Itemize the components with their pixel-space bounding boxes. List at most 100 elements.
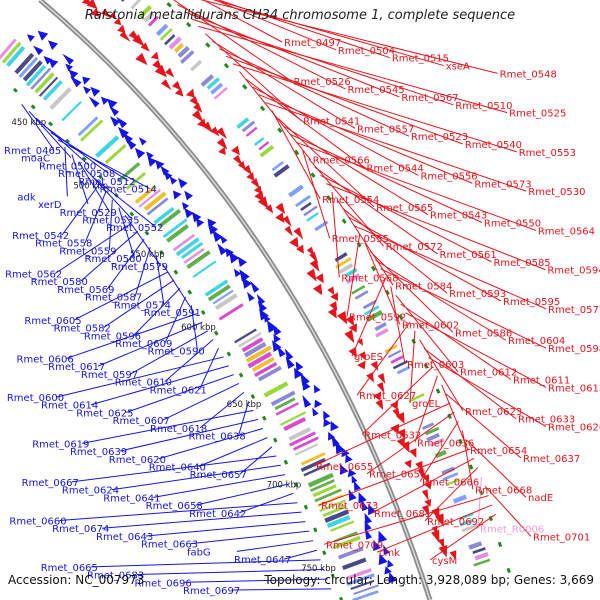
gene-label: Rmet_0701	[533, 532, 590, 543]
leader-line	[21, 104, 55, 151]
leader-line	[283, 549, 318, 560]
reverse-gene-arrow	[138, 137, 147, 146]
leader-line	[74, 271, 169, 321]
feature-stripe	[253, 137, 265, 146]
reverse-gene-arrow	[62, 53, 74, 65]
forward-gene-arrow	[395, 412, 405, 424]
gene-label: Rmet_0681	[374, 509, 431, 520]
feature-stripe	[22, 60, 43, 82]
leader-line	[199, 391, 245, 429]
forward-gene-arrow	[312, 283, 323, 296]
gene-label: Rmet_0594	[547, 266, 600, 277]
feature-stripe	[147, 15, 159, 27]
forward-gene-arrow	[449, 550, 457, 561]
reverse-gene-arrow	[364, 512, 373, 525]
scale-tick	[273, 437, 278, 443]
leader-line	[376, 504, 493, 553]
gene-label: Rmet_0557	[357, 124, 414, 135]
feature-stripe	[293, 436, 319, 451]
scale-tick	[205, 42, 211, 48]
feature-stripe	[392, 359, 409, 370]
leader-line	[390, 286, 406, 364]
forward-gene-arrow	[86, 0, 98, 10]
reverse-gene-arrow	[47, 40, 59, 51]
forward-gene-arrow	[390, 400, 399, 410]
gene-label: Rmet_0637	[523, 454, 580, 465]
scale-tick	[30, 104, 36, 110]
feature-stripe	[1, 41, 22, 64]
scale-tick	[223, 63, 230, 69]
forward-gene-arrow	[216, 127, 227, 139]
leader-line	[238, 401, 250, 436]
feature-stripe	[130, 0, 142, 10]
gene-label: Rmet_0525	[509, 109, 566, 120]
feature-stripe	[251, 356, 275, 372]
gene-label: Rmet_0512	[78, 177, 135, 188]
feature-stripe	[353, 584, 379, 595]
gene-label: Rmet_0709	[326, 540, 383, 551]
scale-tick	[65, 138, 71, 144]
forward-gene-arrow	[296, 244, 304, 254]
gene-label: Rmet_0510	[455, 101, 512, 112]
feature-stripe	[314, 488, 342, 503]
reverse-gene-arrow	[178, 177, 188, 189]
gene-label: Rmet_0606	[17, 354, 74, 365]
reverse-gene-arrow	[388, 572, 397, 584]
gene-label: Rmet_0683	[87, 571, 144, 582]
gene-label: Rmet_0667	[22, 478, 79, 489]
reverse-gene-arrow	[212, 229, 223, 243]
reverse-gene-arrow	[314, 399, 323, 409]
feature-stripe	[204, 279, 229, 297]
gene-label: Rmet_0612	[460, 368, 517, 379]
scale-tick	[98, 174, 103, 180]
gene-label: adk	[17, 192, 35, 203]
feature-stripe	[259, 144, 275, 158]
gene-label: Rmet_0673	[321, 501, 378, 512]
forward-gene-arrow	[257, 196, 269, 209]
reverse-gene-arrow	[266, 320, 278, 333]
reverse-gene-arrow	[323, 418, 332, 428]
reverse-gene-arrow	[364, 520, 372, 532]
feature-stripe	[183, 247, 205, 264]
leader-line	[126, 374, 235, 413]
leader-line	[66, 313, 197, 359]
reverse-gene-arrow	[276, 345, 286, 358]
forward-gene-arrow	[282, 215, 292, 227]
feature-stripe	[120, 0, 125, 2]
feature-stripe	[157, 208, 182, 229]
forward-gene-arrow	[253, 185, 262, 195]
leader-line	[212, 40, 356, 129]
feature-stripe	[421, 422, 435, 431]
forward-gene-arrow	[372, 391, 382, 401]
gene-label: Rmet_0582	[54, 324, 111, 335]
gene-label: Rmet_0529	[60, 208, 117, 219]
reverse-gene-arrow	[272, 339, 282, 352]
leader-line	[213, 0, 337, 51]
scale-tick	[326, 195, 332, 201]
forward-gene-arrow	[189, 95, 200, 107]
gene-label: Rmet_0535	[82, 215, 139, 226]
forward-gene-arrow	[415, 460, 423, 472]
scale-tick	[159, 249, 165, 256]
leader-line	[90, 559, 321, 568]
forward-gene-arrow	[315, 273, 324, 284]
forward-gene-arrow	[231, 145, 240, 156]
reverse-gene-arrow	[155, 160, 165, 170]
gene-label: Rmet_0656	[369, 470, 426, 481]
reverse-gene-arrow	[373, 539, 381, 551]
gene-label: Rmet_0658	[146, 501, 203, 512]
gene-label: Rmet_0611	[513, 375, 570, 386]
scale-tick	[341, 218, 347, 224]
feature-stripe	[319, 499, 346, 512]
feature-stripe	[312, 484, 337, 498]
feature-stripe	[14, 52, 35, 75]
leader-lines	[21, 0, 547, 591]
reverse-gene-arrow	[348, 489, 357, 502]
forward-gene-arrow	[293, 227, 304, 240]
forward-gene-arrow	[376, 382, 385, 394]
feature-stripe	[200, 74, 215, 87]
reverse-gene-arrow	[302, 394, 312, 408]
leader-line	[118, 207, 136, 259]
leader-line	[314, 166, 438, 255]
feature-stripe	[214, 293, 238, 311]
